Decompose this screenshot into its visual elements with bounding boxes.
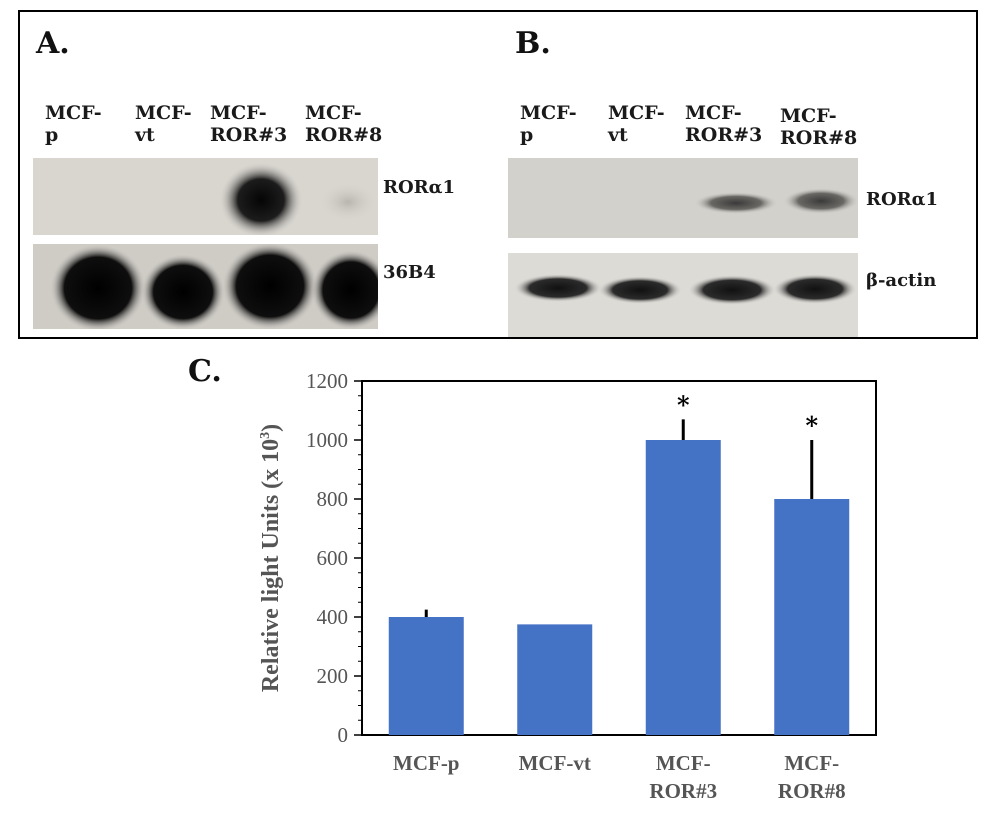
- bar: [774, 499, 850, 735]
- western-blot-beta-actin: [508, 253, 858, 337]
- bar: [645, 440, 721, 735]
- western-blot-rora1: [508, 158, 858, 238]
- y-tick-label: 0: [338, 723, 349, 747]
- significance-mark: *: [677, 390, 690, 419]
- y-tick-label: 400: [317, 605, 349, 629]
- panel-a-rora1-label: RORα1: [383, 177, 455, 198]
- bar: [517, 624, 593, 735]
- panel-b-lane-4-label: MCF- ROR#8: [780, 105, 858, 149]
- x-category-label: MCF-ROR#8: [778, 751, 846, 803]
- blot-panels-frame: [18, 10, 978, 339]
- y-tick-label: 1000: [306, 428, 348, 452]
- panel-a-lane-2-label: MCF- vt: [135, 102, 192, 146]
- northern-blot-36b4: [33, 244, 378, 329]
- y-tick-label: 600: [317, 546, 349, 570]
- panel-b-rora1-label: RORα1: [866, 189, 938, 210]
- x-category-label: MCF-p: [393, 751, 460, 775]
- x-category-label: MCF-vt: [519, 751, 591, 775]
- panel-c-label: C.: [188, 354, 222, 389]
- panel-a-lane-3-label: MCF- ROR#3: [210, 102, 288, 146]
- bar: [388, 617, 464, 735]
- panel-b-lane-2-label: MCF- vt: [608, 102, 665, 146]
- y-tick-label: 200: [317, 664, 349, 688]
- panel-b-lane-3-label: MCF- ROR#3: [685, 102, 763, 146]
- panel-b-lane-1-label: MCF- p: [520, 102, 577, 146]
- panel-a-lane-4-label: MCF- ROR#8: [305, 102, 383, 146]
- panel-b-label: B.: [515, 26, 551, 61]
- significance-mark: *: [805, 411, 818, 440]
- northern-blot-rora1: [33, 158, 378, 235]
- y-axis-label: Relative light Units (x 103): [258, 424, 284, 692]
- x-category-label: MCF-ROR#3: [649, 751, 717, 803]
- y-tick-label: 1200: [306, 369, 348, 393]
- panel-a-label: A.: [36, 26, 70, 61]
- panel-a-lane-1-label: MCF- p: [45, 102, 102, 146]
- panel-b-beta-actin-label: β-actin: [866, 270, 937, 291]
- y-tick-label: 800: [317, 487, 349, 511]
- panel-a-36b4-label: 36B4: [383, 262, 436, 283]
